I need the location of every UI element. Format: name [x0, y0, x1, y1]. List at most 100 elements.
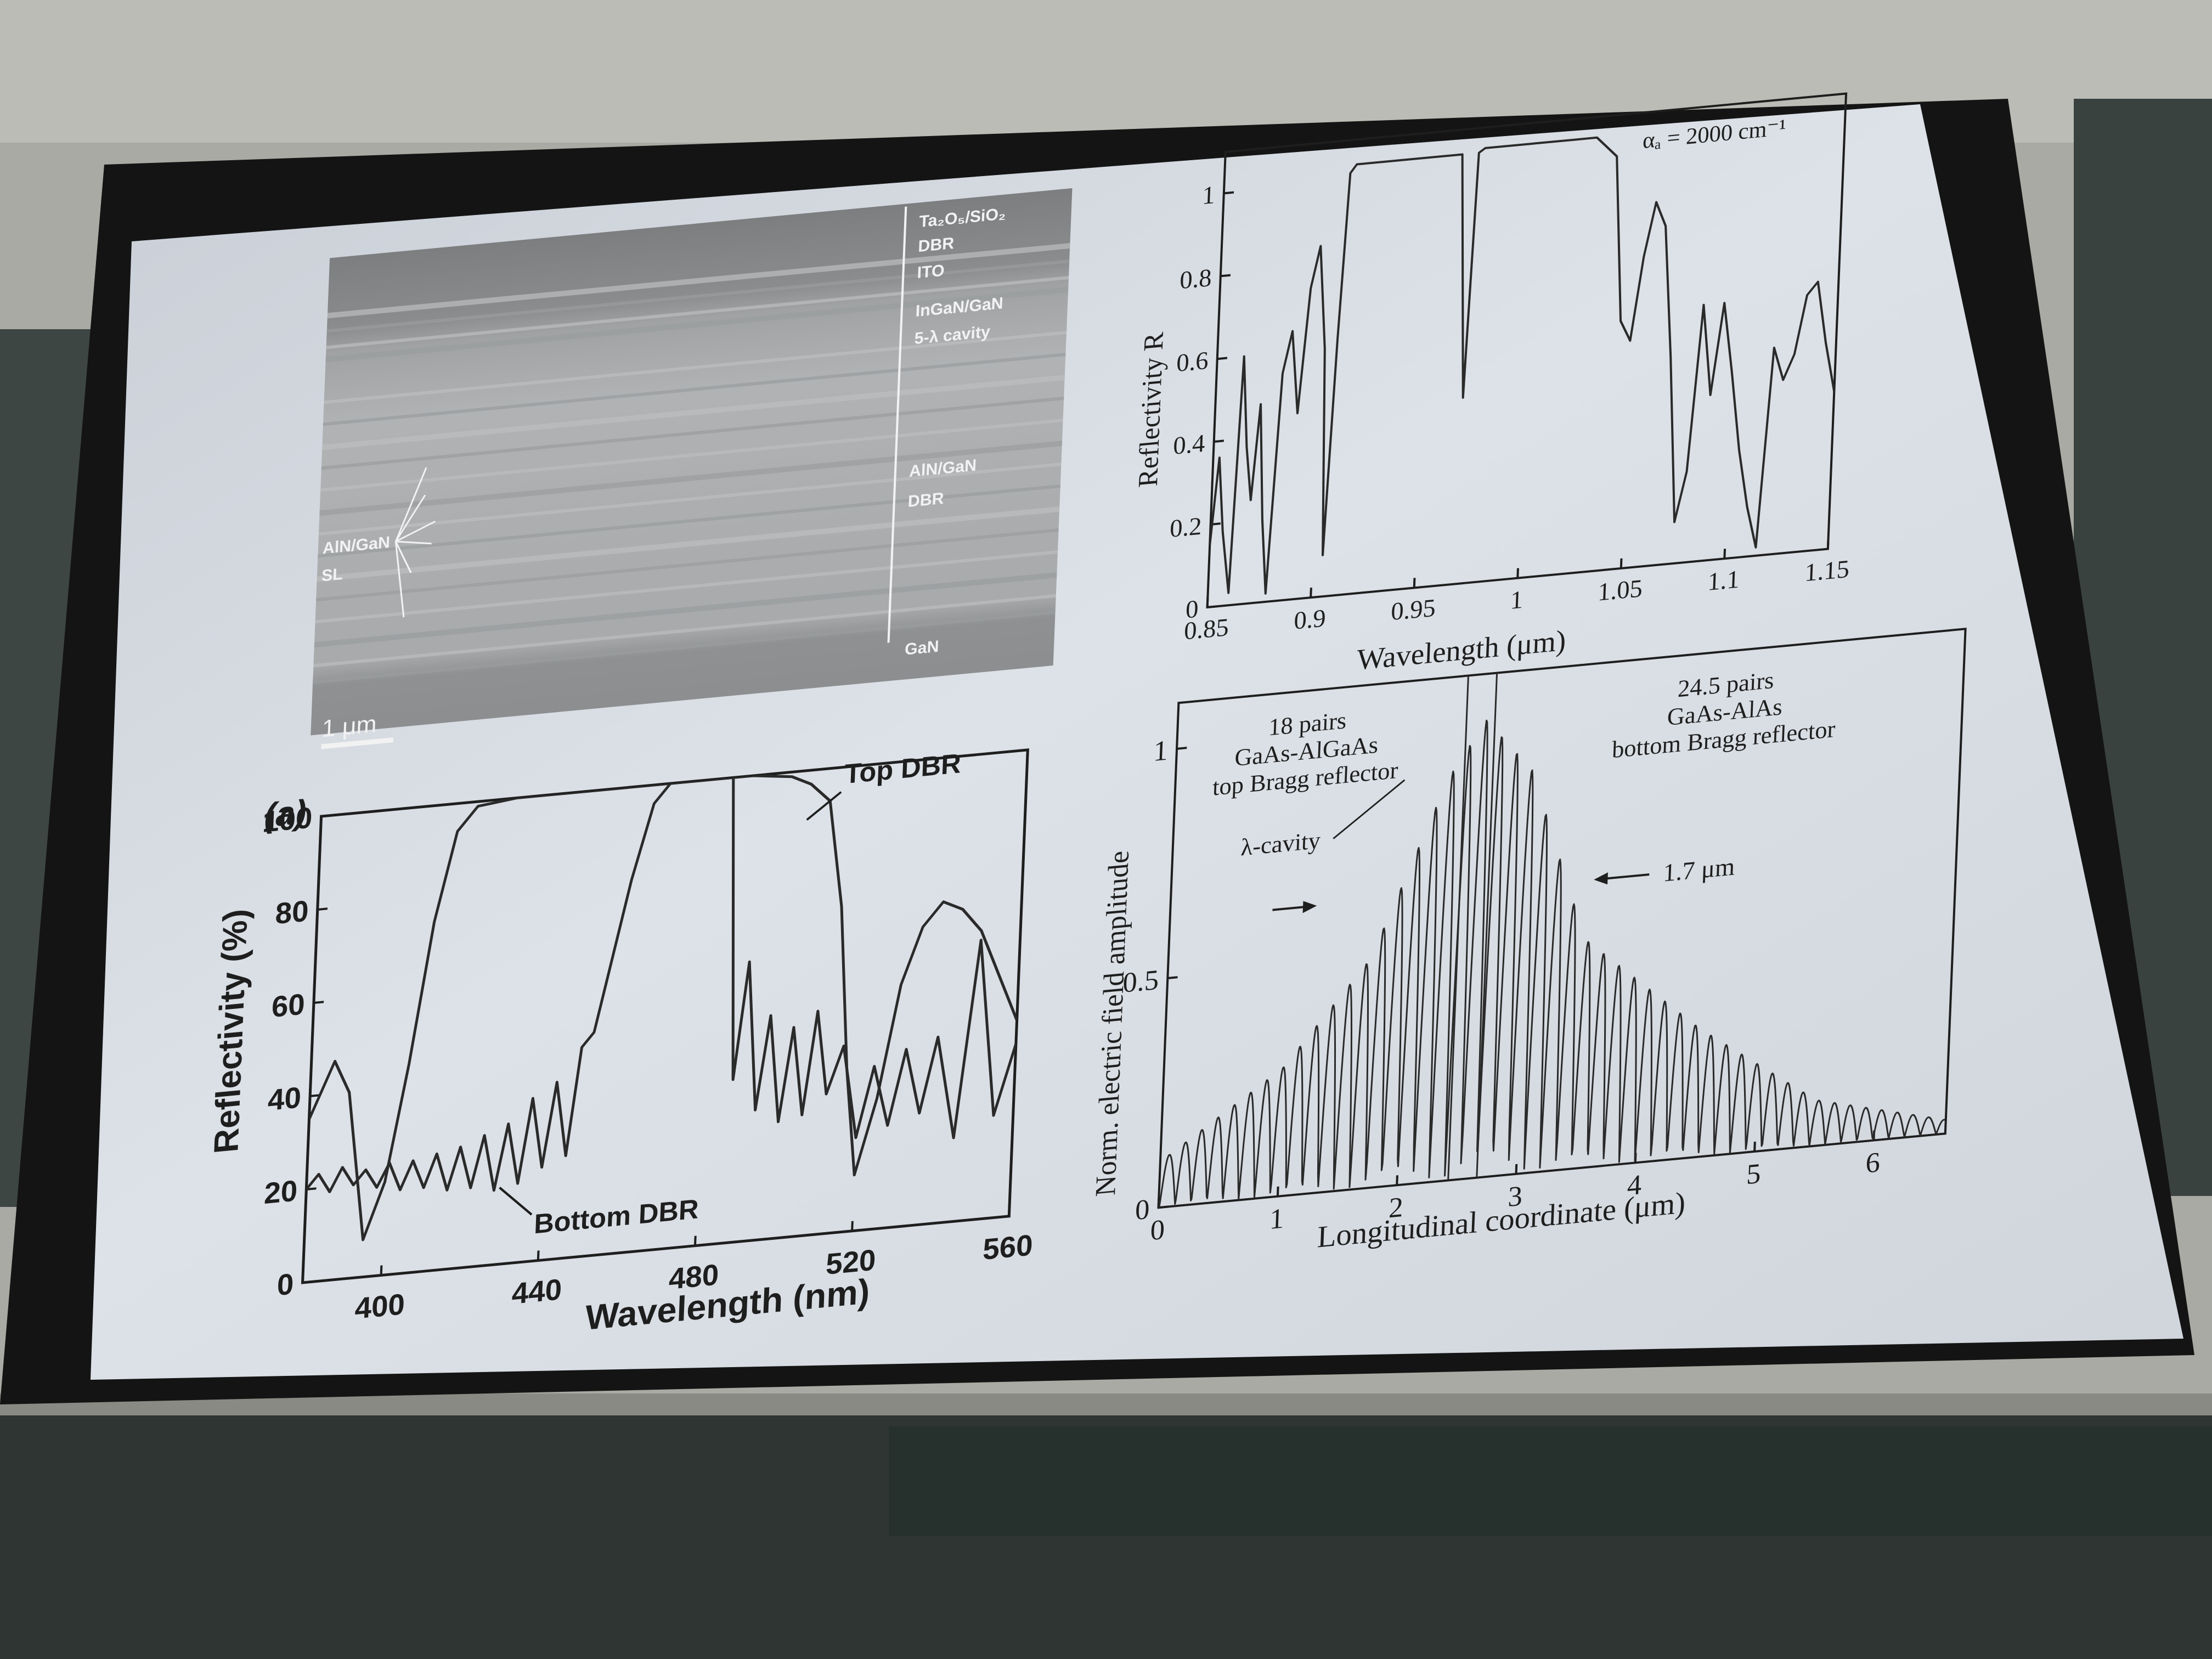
sem-band — [314, 572, 1057, 648]
chart-c-axes: 0 1 2 3 4 5 6 0 0.5 1 — [1122, 735, 1881, 1246]
x-tick-label: 560 — [982, 1228, 1033, 1266]
sl-arrow — [394, 541, 412, 573]
sem-band — [323, 353, 1066, 426]
sl-arrow — [396, 540, 432, 545]
x-tick — [693, 1235, 697, 1246]
sl-arrow — [395, 521, 436, 543]
x-tick — [1515, 1164, 1518, 1175]
y-tick — [1167, 976, 1178, 980]
panel-label-a: (a) — [264, 793, 307, 835]
sem-micrograph — [311, 188, 1073, 736]
y-tick-label: 0.2 — [1169, 512, 1202, 543]
y-tick-label: 0.6 — [1176, 347, 1209, 377]
y-tick-label: 0 — [276, 1267, 295, 1302]
y-tick-label: 100 — [262, 801, 313, 839]
sem-band — [324, 331, 1067, 404]
y-tick-label: 0.4 — [1172, 430, 1205, 460]
x-tick-label: 480 — [668, 1258, 719, 1296]
series-reflectivity — [1209, 136, 1836, 595]
x-tick — [1206, 597, 1209, 608]
cavity-boundary-left — [1447, 675, 1469, 1181]
annotation-width: 1.7 μm — [1662, 853, 1735, 888]
x-tick-label: 2 — [1388, 1191, 1404, 1224]
y-tick — [302, 1280, 313, 1284]
sem-band — [321, 397, 1064, 470]
sem-band — [313, 611, 1056, 684]
sem-band — [326, 259, 1070, 333]
x-tick-label: 0.85 — [1183, 613, 1229, 645]
sem-band — [313, 594, 1056, 668]
x-tick-label: 1.15 — [1804, 555, 1850, 587]
x-tick-label: 440 — [511, 1273, 562, 1311]
y-tick — [1158, 1205, 1169, 1209]
y-tick — [1220, 274, 1231, 278]
x-tick-label: 1 — [1510, 586, 1523, 615]
series-field-amplitude — [1158, 719, 1946, 1208]
x-tick — [851, 1221, 854, 1231]
width-arrowhead-right — [1594, 872, 1608, 885]
x-tick-label: 3 — [1508, 1180, 1523, 1213]
slide-content: Ta₂O₅/SiO₂ DBR ITO InGaN/GaN 5-λ cavity … — [207, 92, 1967, 1338]
sl-arrow — [394, 467, 427, 542]
y-tick — [1217, 357, 1228, 360]
sem-band — [317, 506, 1060, 582]
sem-band — [320, 419, 1063, 492]
y-tick — [1207, 605, 1217, 608]
sem-band — [318, 462, 1062, 536]
x-tick — [537, 1250, 540, 1261]
top-dbr-pointer — [806, 791, 842, 821]
chart-b-axes: 0.85 0.9 0.95 1 1.05 1.1 1.15 0 0.2 0.4 0.6 0.8 1 — [1169, 181, 1850, 645]
x-tick — [1723, 549, 1726, 559]
scale-bar — [321, 737, 394, 749]
x-tick-label: 5 — [1746, 1158, 1762, 1190]
sl-arrow — [394, 541, 405, 618]
y-tick-label: 0 — [1135, 1193, 1150, 1226]
y-tick-label: 80 — [275, 894, 309, 930]
width-arrow-right — [1602, 873, 1650, 881]
board-panel — [889, 1426, 2212, 1536]
width-arrow-left — [1272, 905, 1309, 911]
sem-band — [327, 243, 1070, 319]
x-tick-label: 6 — [1865, 1147, 1881, 1180]
x-tick-label: 520 — [825, 1243, 876, 1281]
sem-band — [322, 375, 1065, 450]
x-tick-label: 4 — [1627, 1169, 1643, 1202]
sem-measure-line — [887, 206, 907, 643]
sl-arrow — [395, 494, 426, 542]
y-tick — [1214, 439, 1224, 443]
chart-b-ylabel: Reflectivity R — [1132, 331, 1169, 489]
label-bottom-dbr: DBR — [907, 489, 944, 511]
x-tick-label: 0 — [1150, 1214, 1166, 1246]
x-tick-label: 1 — [1269, 1203, 1285, 1235]
sl-arrows — [394, 467, 436, 618]
x-tick-label: 1.05 — [1597, 574, 1643, 606]
cavity-boundary-right — [1476, 673, 1498, 1178]
chart-c-frame — [1157, 628, 1967, 1209]
series-bottom-dbr — [305, 772, 1018, 1193]
x-tick — [1620, 558, 1623, 569]
sem-image: Ta₂O₅/SiO₂ DBR ITO InGaN/GaN 5-λ cavity … — [311, 188, 1073, 749]
lambda-cavity-pointer — [1333, 779, 1406, 839]
y-tick-label: 0 — [1185, 595, 1199, 624]
x-tick — [380, 1265, 383, 1276]
x-tick — [1516, 568, 1519, 578]
y-tick-label: 20 — [263, 1174, 298, 1210]
chalk-ledge — [0, 1393, 2212, 1415]
sem-band — [316, 528, 1059, 602]
x-tick-label: 0.95 — [1390, 594, 1436, 626]
y-tick — [321, 814, 331, 817]
y-tick-label: 1 — [1201, 181, 1215, 210]
y-tick — [313, 1001, 324, 1004]
width-arrowhead-left — [1302, 901, 1317, 913]
y-tick-label: 0.5 — [1122, 964, 1159, 999]
sem-band — [325, 287, 1069, 363]
sem-band — [326, 276, 1069, 349]
label-sl: SL — [321, 565, 343, 585]
x-tick — [1753, 1141, 1756, 1152]
bottom-dbr-pointer — [499, 1187, 533, 1216]
y-tick-label: 60 — [271, 988, 306, 1024]
label-ito: ITO — [917, 262, 945, 282]
scale-bar-label: 1 μm — [321, 710, 377, 742]
x-tick-label: 0.9 — [1294, 605, 1327, 635]
